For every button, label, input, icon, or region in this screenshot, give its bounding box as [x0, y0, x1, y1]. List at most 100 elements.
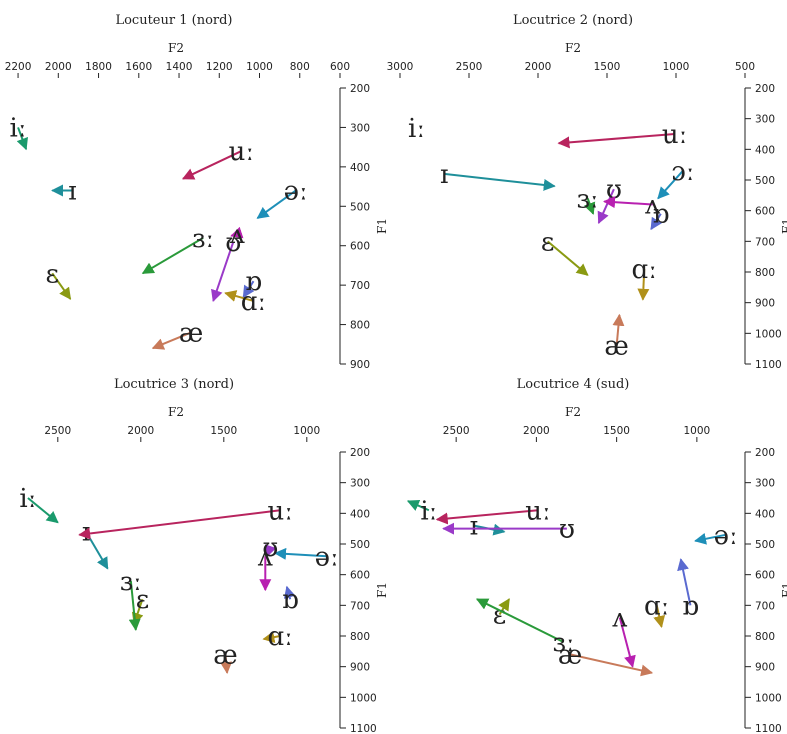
vowel-label: ʌ: [644, 191, 660, 221]
vowel-trajectory-arrow: [618, 617, 636, 668]
y-axis-label: F1: [375, 218, 389, 234]
vowel-label: ʌ: [229, 220, 245, 250]
panel-title: Locuteur 1 (nord): [115, 13, 232, 28]
y-tick-label: 700: [755, 236, 775, 248]
vowel-trajectory-arrow: [51, 272, 72, 300]
x-tick-label: 1500: [210, 425, 237, 437]
panel-title: Locutrice 2 (nord): [513, 13, 633, 28]
vowel-label: ʊ: [606, 175, 622, 205]
vowel-label: uː: [229, 137, 255, 167]
vowel-label: ʌ: [257, 542, 273, 572]
y-tick-label: 400: [755, 508, 775, 520]
vowel-label: uː: [267, 496, 293, 526]
vowel-trajectory-arrow: [406, 499, 430, 512]
vowel-trajectory-arrow: [637, 268, 650, 301]
y-tick-label: 1100: [350, 723, 377, 734]
x-tick-label: 2000: [45, 61, 72, 73]
y-tick-label: 200: [350, 83, 370, 95]
x-tick-label: 1000: [293, 425, 320, 437]
vowel-trajectory-arrow: [444, 172, 556, 191]
y-tick-label: 400: [350, 162, 370, 174]
vowel-trajectory-arrow: [694, 532, 726, 545]
y-tick-label: 900: [350, 359, 370, 371]
vowel-label: ɪ: [470, 512, 478, 542]
y-tick-label: 500: [350, 201, 370, 213]
vowel-trajectory-arrow: [224, 290, 254, 302]
y-tick-label: 1100: [755, 723, 782, 734]
vowel-trajectory-arrow: [650, 213, 662, 231]
vowel-trajectory-arrow: [612, 313, 625, 346]
vowel-label: ɪ: [440, 160, 448, 190]
vowel-trajectory-arrow: [557, 133, 675, 149]
y-tick-label: 900: [755, 662, 775, 674]
x-axis-label: F2: [168, 405, 184, 419]
y-tick-label: 700: [350, 280, 370, 292]
vowel-label: ɜː: [553, 628, 575, 658]
vowel-label: iː: [408, 114, 425, 144]
vowel-label: æ: [604, 332, 628, 362]
vowel-label: iː: [420, 496, 437, 526]
y-tick-label: 200: [755, 447, 775, 459]
y-tick-label: 800: [755, 631, 775, 643]
x-tick-label: 2000: [525, 61, 552, 73]
y-tick-label: 700: [350, 600, 370, 612]
vowel-trajectory-arrow: [151, 331, 192, 350]
vowel-trajectory-arrow: [211, 241, 235, 303]
vowel-label: ɔː: [671, 157, 694, 187]
y-tick-label: 200: [755, 83, 775, 95]
vowel-label: əː: [284, 177, 308, 207]
vowel-trajectory-arrow: [242, 280, 255, 298]
vowel-label: ɑː: [241, 287, 266, 317]
vowel-label: əː: [315, 542, 339, 572]
vowel-label: ɛ: [541, 227, 554, 257]
vowel-label: ɜː: [577, 184, 599, 214]
vowel-label: uː: [662, 120, 688, 150]
vowel-trajectory-arrow: [220, 654, 233, 674]
x-tick-label: 2500: [44, 425, 71, 437]
y-tick-label: 1000: [350, 692, 377, 704]
vowel-label: ɒ: [652, 200, 669, 230]
y-tick-label: 800: [755, 267, 775, 279]
x-tick-label: 500: [735, 61, 755, 73]
vowel-trajectory-arrow: [653, 605, 666, 628]
vowel-label: æ: [558, 640, 582, 670]
x-tick-label: 800: [290, 61, 310, 73]
vowel-trajectory-arrow: [78, 509, 281, 540]
panel-1: Locuteur 1 (nord) F2 F1 2200 2000 1800 1600 140…: [5, 13, 389, 371]
vowel-label: ɑː: [268, 622, 293, 652]
y-axis-label: F1: [375, 582, 389, 598]
vowel-label: ʊ: [262, 533, 278, 563]
y-axis-label: F1: [780, 582, 787, 598]
vowel-label: æ: [179, 318, 203, 348]
x-tick-label: 2500: [443, 425, 470, 437]
x-axis-label: F2: [565, 41, 581, 55]
vowel-label: ɪ: [68, 177, 76, 207]
vowel-trajectory-arrow: [256, 189, 297, 219]
vowel-label: iː: [19, 484, 36, 514]
vowel-trajectory-arrow: [262, 631, 281, 644]
vowel-trajectory-arrow: [128, 580, 141, 632]
vowel-label: uː: [525, 496, 551, 526]
x-tick-label: 1600: [125, 61, 152, 73]
vowel-trajectory-arrow: [435, 509, 539, 525]
vowel-trajectory-arrow: [230, 226, 244, 239]
y-tick-label: 400: [350, 508, 370, 520]
x-tick-label: 600: [330, 61, 350, 73]
y-tick-label: 1000: [755, 692, 782, 704]
vowel-label: ɒ: [245, 267, 262, 297]
y-tick-label: 300: [350, 122, 370, 134]
vowel-label: ʌ: [611, 604, 627, 634]
y-tick-label: 600: [350, 570, 370, 582]
y-tick-label: 600: [350, 241, 370, 253]
vowel-trajectory-arrow: [475, 598, 565, 644]
y-tick-label: 500: [350, 539, 370, 551]
x-axis-label: F2: [565, 405, 581, 419]
vowel-label: ʊ: [559, 515, 575, 545]
y-tick-label: 500: [755, 539, 775, 551]
vowel-trajectory-arrow: [569, 653, 654, 677]
vowel-label: æ: [213, 640, 237, 670]
x-tick-label: 1200: [206, 61, 233, 73]
vowel-label: ɛ: [136, 585, 149, 615]
x-tick-label: 2500: [456, 61, 483, 73]
